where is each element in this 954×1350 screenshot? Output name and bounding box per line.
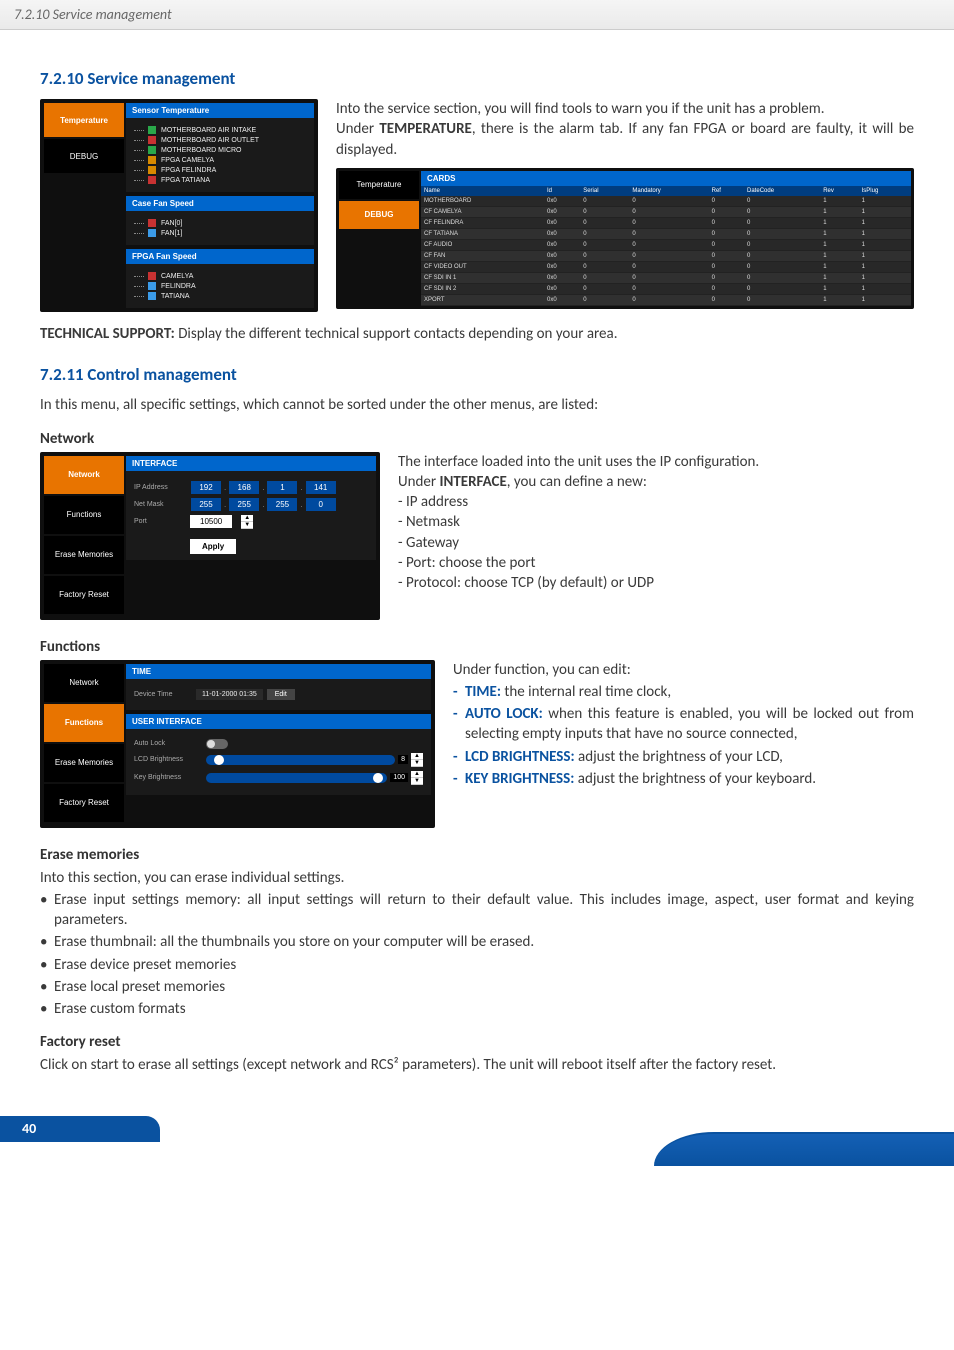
sidebar-tab-network[interactable]: Network (44, 456, 124, 494)
tab-temperature-2[interactable]: Temperature (339, 171, 419, 199)
list-item: - Netmask (398, 512, 914, 532)
ip-octet[interactable]: 255 (229, 498, 259, 511)
ip-octet[interactable]: 255 (267, 498, 297, 511)
sidebar-tab-functions[interactable]: Functions (44, 496, 124, 534)
lcd-spin-down[interactable]: ▼ (411, 760, 423, 767)
list-item: Erase input settings memory: all input s… (40, 890, 914, 931)
label-ip: IP Address (134, 484, 190, 491)
list-item: Erase device preset memories (40, 955, 914, 975)
key-value: 100 (390, 773, 408, 782)
label-lcd-brightness: LCD Brightness (134, 756, 206, 763)
para-temp: Under TEMPERATURE, there is the alarm ta… (336, 119, 914, 160)
key-spin-up[interactable]: ▲ (411, 771, 423, 778)
panel-case-fan: Case Fan Speed (126, 196, 314, 211)
list-item: Erase thumbnail: all the thumbnails you … (40, 932, 914, 952)
panel-time: TIME (126, 664, 431, 679)
ip-octet[interactable]: 1 (267, 481, 297, 494)
sidebar-tab-erase-memories[interactable]: Erase Memories (44, 536, 124, 574)
key-spin-down[interactable]: ▼ (411, 778, 423, 785)
screenshot-temperature: Temperature DEBUG Sensor Temperature MOT… (40, 99, 318, 312)
list-item: - Protocol: choose TCP (by default) or U… (398, 573, 914, 593)
port-input[interactable]: 10500 (190, 515, 232, 528)
legend-item: FPGA CAMELYA (134, 156, 306, 164)
tab-debug-2[interactable]: DEBUG (339, 201, 419, 229)
label-netmask: Net Mask (134, 501, 190, 508)
legend-item: MOTHERBOARD MICRO (134, 146, 306, 154)
lcd-spin-up[interactable]: ▲ (411, 753, 423, 760)
legend-item: FELINDRA (134, 282, 306, 290)
sidebar-tab-erase-memories[interactable]: Erase Memories (44, 744, 124, 782)
debug-table: NameIdSerialMandatoryRefDateCodeRevIsPlu… (421, 186, 911, 306)
label-autolock: Auto Lock (134, 740, 206, 747)
list-item: Erase custom formats (40, 999, 914, 1019)
key-slider[interactable] (206, 773, 387, 783)
page-number: 40 (22, 1120, 36, 1137)
para-func-intro: Under function, you can edit: (453, 660, 914, 680)
legend-item: MOTHERBOARD AIR INTAKE (134, 126, 306, 134)
list-item: LCD BRIGHTNESS: adjust the brightness of… (453, 747, 914, 767)
label-device-time: Device Time (134, 691, 196, 698)
port-spin-down[interactable]: ▼ (241, 522, 253, 529)
sidebar-tab-network[interactable]: Network (44, 664, 124, 702)
subhead-functions: Functions (40, 638, 914, 656)
section-title-7211: 7.2.11 Control management (40, 364, 914, 385)
para-net-1: The interface loaded into the unit uses … (398, 452, 914, 472)
legend-item: CAMELYA (134, 272, 306, 280)
tab-temperature[interactable]: Temperature (44, 103, 124, 137)
list-item: AUTO LOCK: when this feature is enabled,… (453, 704, 914, 745)
section-title-7210: 7.2.10 Service management (40, 68, 914, 89)
autolock-toggle[interactable] (206, 739, 228, 749)
screenshot-functions: NetworkFunctionsErase MemoriesFactory Re… (40, 660, 435, 828)
port-spin-up[interactable]: ▲ (241, 515, 253, 522)
list-item: KEY BRIGHTNESS: adjust the brightness of… (453, 769, 914, 789)
tab-debug[interactable]: DEBUG (44, 139, 124, 173)
para-net-2: Under INTERFACE, you can define a new: (398, 472, 914, 492)
label-key-brightness: Key Brightness (134, 774, 206, 781)
legend-item: FAN[1] (134, 229, 306, 237)
list-item: Erase local preset memories (40, 977, 914, 997)
lcd-slider[interactable] (206, 755, 395, 765)
sidebar-tab-factory-reset[interactable]: Factory Reset (44, 784, 124, 822)
legend-item: FAN[0] (134, 219, 306, 227)
panel-interface: INTERFACE (126, 456, 376, 471)
page-footer: 40 (0, 1116, 954, 1166)
legend-item: MOTHERBOARD AIR OUTLET (134, 136, 306, 144)
list-item: TIME: the internal real time clock, (453, 682, 914, 702)
ip-octet[interactable]: 0 (306, 498, 336, 511)
screenshot-network: NetworkFunctionsErase MemoriesFactory Re… (40, 452, 380, 620)
panel-user-interface: USER INTERFACE (126, 714, 431, 729)
screenshot-debug: Temperature DEBUG CARDS NameIdSerialMand… (336, 168, 914, 309)
apply-button[interactable]: Apply (190, 539, 236, 554)
lcd-value: 8 (398, 755, 408, 764)
para-factory: Click on start to erase all settings (ex… (40, 1055, 914, 1075)
subhead-network: Network (40, 430, 914, 448)
para-intro: Into the service section, you will find … (336, 99, 914, 119)
ip-octet[interactable]: 255 (191, 498, 221, 511)
para-control-intro: In this menu, all specific settings, whi… (40, 395, 914, 415)
ip-octet[interactable]: 168 (229, 481, 259, 494)
panel-cards: CARDS (421, 171, 911, 186)
panel-fpga-fan: FPGA Fan Speed (126, 249, 314, 264)
subhead-erase: Erase memories (40, 846, 914, 864)
subhead-factory: Factory reset (40, 1033, 914, 1051)
panel-sensor-temp: Sensor Temperature (126, 103, 314, 118)
para-erase: Into this section, you can erase individ… (40, 868, 914, 888)
legend-item: TATIANA (134, 292, 306, 300)
edit-button[interactable]: Edit (267, 689, 295, 700)
list-item: - Port: choose the port (398, 553, 914, 573)
header-breadcrumb: 7.2.10 Service management (0, 0, 954, 30)
sidebar-tab-factory-reset[interactable]: Factory Reset (44, 576, 124, 614)
list-item: - IP address (398, 492, 914, 512)
para-techsupport: TECHNICAL SUPPORT: Display the different… (40, 324, 914, 344)
list-item: - Gateway (398, 533, 914, 553)
ip-octet[interactable]: 141 (306, 481, 336, 494)
sidebar-tab-functions[interactable]: Functions (44, 704, 124, 742)
legend-item: FPGA FELINDRA (134, 166, 306, 174)
device-time-value: 11-01-2000 01:35 (196, 689, 263, 700)
legend-item: FPGA TATIANA (134, 176, 306, 184)
ip-octet[interactable]: 192 (191, 481, 221, 494)
label-port: Port (134, 518, 190, 525)
